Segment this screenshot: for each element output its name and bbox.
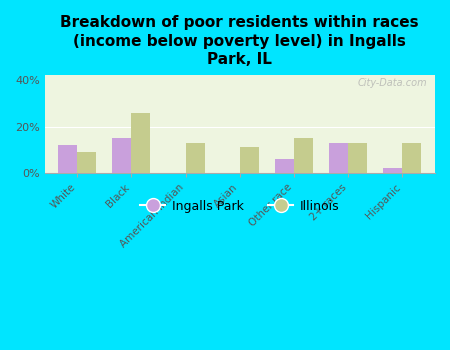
Bar	[77, 152, 96, 173]
Bar	[112, 138, 131, 173]
Bar	[348, 143, 367, 173]
Bar	[131, 113, 150, 173]
Bar	[58, 145, 77, 173]
Bar	[383, 168, 402, 173]
Text: City-Data.com: City-Data.com	[358, 78, 427, 88]
Bar	[275, 159, 294, 173]
Bar	[402, 143, 422, 173]
Title: Breakdown of poor residents within races
(income below poverty level) in Ingalls: Breakdown of poor residents within races…	[60, 15, 419, 67]
Bar	[294, 138, 313, 173]
Bar	[185, 143, 205, 173]
Bar	[329, 143, 348, 173]
Bar	[240, 147, 259, 173]
Legend: Ingalls Park, Illinois: Ingalls Park, Illinois	[135, 195, 344, 218]
